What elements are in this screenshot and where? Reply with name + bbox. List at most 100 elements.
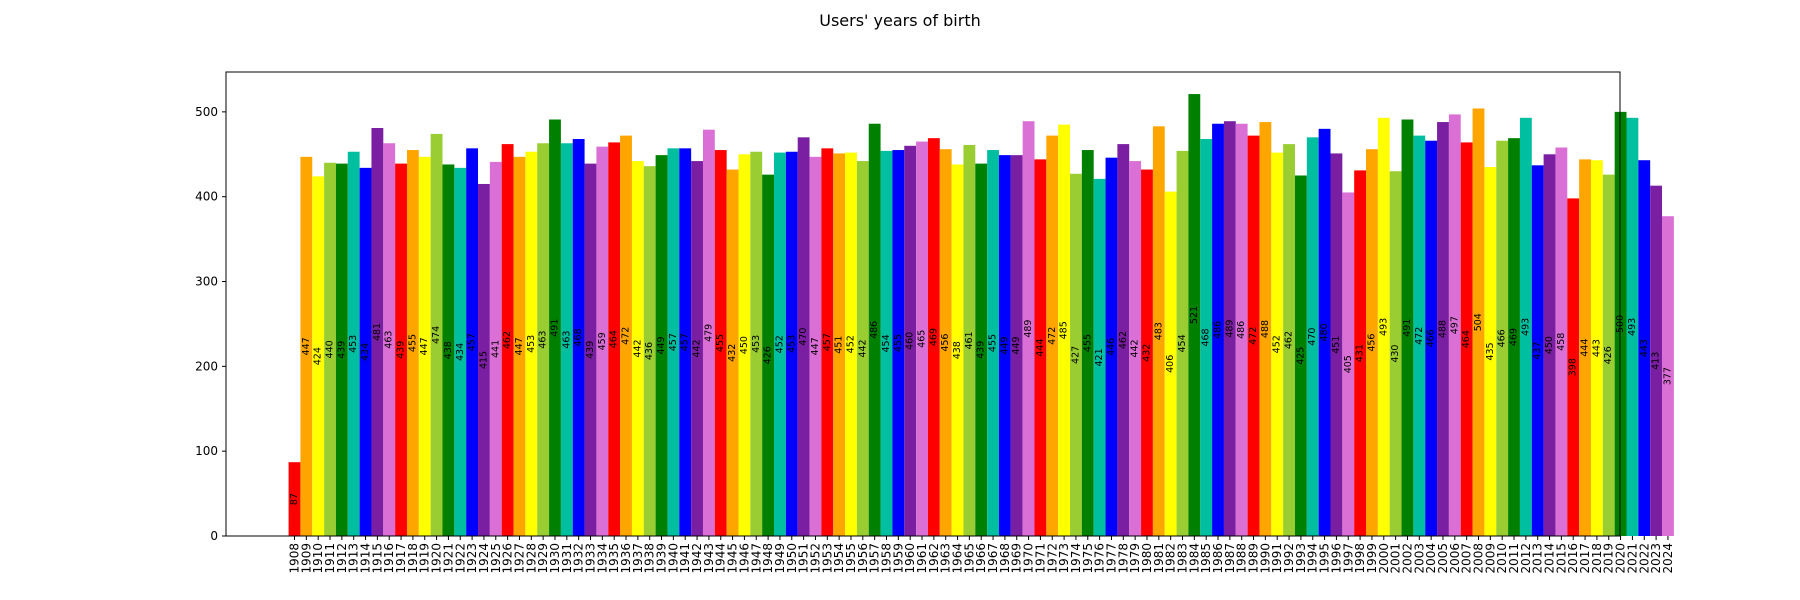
data-label-2008: 504: [1473, 313, 1484, 331]
x-tick-label-1937: 1937: [631, 543, 645, 574]
x-tick-label-1970: 1970: [1022, 543, 1036, 574]
x-tick-label-1962: 1962: [927, 543, 941, 574]
data-label-1986: 486: [1213, 321, 1224, 339]
data-label-1995: 480: [1319, 323, 1330, 341]
data-label-1965: 461: [964, 331, 975, 349]
x-tick-label-1967: 1967: [986, 543, 1000, 574]
x-tick-label-2006: 2006: [1448, 543, 1462, 574]
data-label-2000: 493: [1378, 318, 1389, 336]
bar-1967: [987, 150, 999, 537]
bar-1999: [1366, 149, 1378, 536]
data-label-2007: 464: [1461, 330, 1472, 348]
data-label-1963: 456: [940, 334, 951, 352]
bar-1914: [359, 167, 372, 536]
data-label-1911: 440: [325, 340, 336, 358]
data-label-1985: 468: [1201, 328, 1212, 346]
data-label-1925: 441: [490, 340, 501, 358]
data-label-1933: 439: [585, 341, 596, 359]
x-tick-label-1925: 1925: [489, 543, 503, 574]
bar-1944: [714, 150, 727, 537]
x-tick-label-2005: 2005: [1436, 543, 1450, 574]
data-label-1928: 453: [526, 335, 537, 353]
x-tick-label-1999: 1999: [1365, 543, 1379, 574]
x-tick-label-2014: 2014: [1543, 543, 1557, 574]
data-label-1978: 462: [1118, 331, 1129, 349]
bar-1975: [1081, 150, 1094, 537]
data-label-1923: 457: [467, 333, 478, 351]
data-label-1920: 474: [431, 326, 442, 344]
x-tick-label-1964: 1964: [951, 543, 965, 574]
bar-1950: [785, 151, 798, 537]
x-tick-label-1914: 1914: [359, 543, 373, 574]
bar-2024: [1662, 216, 1674, 536]
bar-1915: [371, 127, 384, 537]
data-label-2001: 430: [1390, 345, 1401, 363]
data-label-1980: 432: [1141, 344, 1152, 362]
bar-1957: [868, 123, 881, 537]
bar-1954: [833, 153, 846, 536]
data-label-1949: 452: [774, 335, 785, 353]
data-label-1960: 460: [905, 332, 916, 350]
data-label-2004: 466: [1426, 329, 1437, 347]
data-label-1970: 489: [1023, 320, 1034, 338]
x-tick-label-1993: 1993: [1294, 543, 1308, 574]
data-label-1932: 468: [573, 328, 584, 346]
data-label-1930: 491: [549, 319, 560, 337]
data-label-1991: 452: [1272, 335, 1283, 353]
bar-1938: [643, 166, 656, 536]
x-tick-label-2013: 2013: [1531, 543, 1545, 574]
data-label-1912: 439: [336, 341, 347, 359]
bar-1922: [454, 167, 467, 536]
bar-1942: [691, 161, 703, 536]
x-tick-label-2018: 2018: [1590, 543, 1604, 574]
bar-2006: [1448, 114, 1461, 536]
data-label-2002: 491: [1402, 319, 1413, 337]
data-label-1943: 479: [703, 324, 714, 342]
x-tick-label-1996: 1996: [1329, 543, 1343, 574]
x-tick-label-1974: 1974: [1069, 543, 1083, 574]
bar-1952: [809, 156, 822, 536]
data-label-2003: 472: [1414, 327, 1425, 345]
bar-1932: [572, 139, 585, 536]
bar-1980: [1141, 169, 1153, 537]
bar-1921: [442, 164, 455, 536]
y-tick-label-200: 200: [195, 359, 218, 373]
bar-1941: [679, 148, 692, 536]
x-tick-label-1959: 1959: [891, 543, 905, 574]
bar-1991: [1271, 152, 1284, 536]
data-label-1938: 436: [644, 342, 655, 360]
data-label-2024: 377: [1662, 367, 1673, 385]
x-tick-label-1932: 1932: [572, 543, 586, 574]
x-tick-label-1922: 1922: [453, 543, 467, 574]
x-tick-label-1965: 1965: [962, 543, 976, 574]
bar-1947: [750, 151, 763, 537]
x-tick-label-2011: 2011: [1507, 543, 1521, 574]
data-label-1913: 453: [348, 335, 359, 353]
bar-2003: [1413, 135, 1426, 536]
x-tick-label-1982: 1982: [1164, 543, 1178, 574]
data-label-1958: 454: [881, 334, 892, 352]
x-tick-label-1985: 1985: [1199, 543, 1213, 574]
data-label-1994: 470: [1307, 328, 1318, 346]
data-label-2010: 466: [1497, 329, 1508, 347]
data-label-1976: 421: [1094, 348, 1105, 366]
data-label-1956: 442: [857, 339, 868, 357]
data-label-1951: 470: [798, 328, 809, 346]
x-tick-label-1969: 1969: [1010, 543, 1024, 574]
x-tick-label-1915: 1915: [370, 543, 384, 574]
bar-1937: [631, 161, 644, 536]
x-tick-label-2004: 2004: [1424, 543, 1438, 574]
bar-1933: [584, 163, 597, 537]
x-tick-label-1936: 1936: [619, 543, 633, 574]
bar-2017: [1579, 159, 1591, 536]
x-tick-label-1966: 1966: [974, 543, 988, 574]
bar-1970: [1022, 121, 1035, 536]
bar-2021: [1626, 117, 1639, 536]
x-tick-label-1934: 1934: [595, 543, 609, 574]
bar-2018: [1590, 160, 1603, 536]
y-tick-label-300: 300: [195, 275, 218, 289]
bar-1972: [1046, 135, 1059, 536]
data-label-1964: 438: [952, 341, 963, 359]
x-tick-label-1909: 1909: [299, 543, 313, 574]
